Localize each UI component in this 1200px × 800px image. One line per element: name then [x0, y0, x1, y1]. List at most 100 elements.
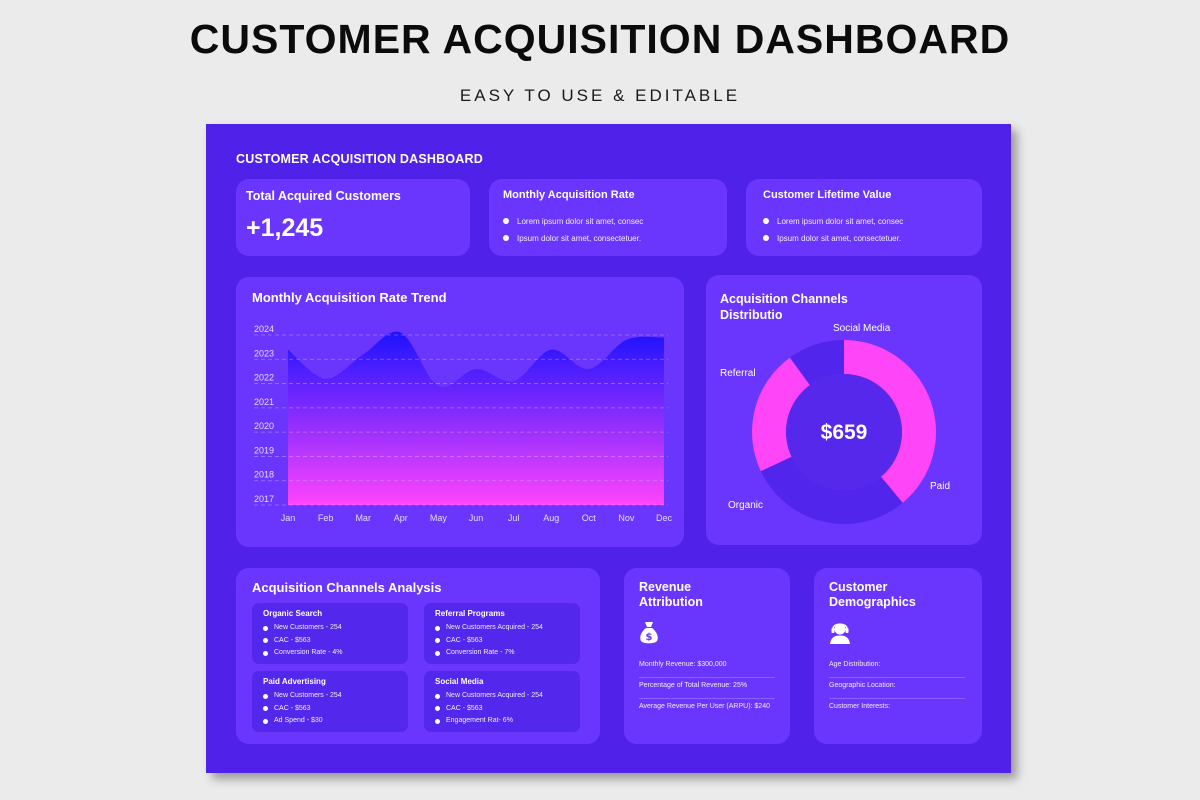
list-item: Ad Spend - $30 — [263, 715, 342, 728]
distribution-card: Acquisition Channels Distributio $659 So… — [706, 275, 982, 545]
channel-name: Social Media — [435, 677, 484, 686]
demographics-title-line1: Customer — [829, 580, 888, 594]
y-tick-label: 2022 — [254, 373, 274, 383]
svg-text:$: $ — [646, 632, 653, 643]
revenue-row: Percentage of Total Revenue: 25% — [639, 678, 775, 699]
money-bag-icon: $ — [639, 621, 659, 645]
channel-name: Paid Advertising — [263, 677, 326, 686]
y-tick-label: 2018 — [254, 470, 274, 480]
donut-slice-paid — [844, 340, 936, 503]
list-item: CAC - $563 — [263, 703, 342, 716]
trend-chart: 2017 2018 2019 2020 2021 2022 2023 2024 Jan Feb M… — [254, 324, 673, 523]
revenue-title: Revenue Attribution — [639, 580, 703, 610]
x-tick-label: Nov — [618, 513, 635, 523]
dashboard-title: CUSTOMER ACQUISITION DASHBOARD — [236, 152, 483, 166]
distribution-title: Acquisition Channels Distributio — [720, 291, 848, 323]
channel-metrics: New Customers Acquired - 254 CAC - $563 … — [435, 622, 543, 660]
x-tick-label: Jun — [469, 513, 484, 523]
list-item: Ipsum dolor sit amet, consectetuer. — [503, 230, 643, 247]
list-item: New Customers - 254 — [263, 690, 342, 703]
channel-metrics: New Customers Acquired - 254 CAC - $563 … — [435, 690, 543, 728]
x-tick-label: Apr — [394, 513, 408, 523]
page-title: CUSTOMER ACQUISITION DASHBOARD — [189, 16, 1011, 62]
revenue-card: Revenue Attribution $ Monthly Revenue: $… — [624, 568, 790, 744]
x-tick-label: Mar — [355, 513, 371, 523]
lifetime-value-title: Customer Lifetime Value — [763, 189, 892, 201]
channel-name: Referral Programs — [435, 609, 505, 618]
list-item: Lorem ipsum dolor sit amet, consec — [763, 213, 903, 230]
trend-chart-title: Monthly Acquisition Rate Trend — [252, 290, 447, 305]
lifetime-value-card[interactable]: Customer Lifetime Value Lorem ipsum dolo… — [746, 179, 982, 256]
demographics-row: Geographic Location: — [829, 678, 965, 699]
x-tick-label: Jul — [508, 513, 520, 523]
y-tick-label: 2020 — [254, 421, 274, 431]
trend-area-series — [288, 331, 664, 505]
list-item: New Customers Acquired - 254 — [435, 622, 543, 635]
channel-card-organic[interactable]: Organic Search New Customers - 254 CAC -… — [252, 603, 408, 664]
donut-hole — [786, 374, 902, 490]
donut-label-social: Social Media — [833, 323, 891, 334]
list-item: Conversion Rate - 4% — [263, 647, 342, 660]
channel-metrics: New Customers - 254 CAC - $563 Conversio… — [263, 622, 342, 660]
list-item: Engagement Rat- 6% — [435, 715, 543, 728]
analysis-card: Acquisition Channels Analysis Organic Se… — [236, 568, 600, 744]
list-item: Ipsum dolor sit amet, consectetuer. — [763, 230, 903, 247]
donut-slice-social-media — [789, 340, 844, 386]
y-tick-label: 2017 — [254, 494, 274, 504]
monthly-rate-list: Lorem ipsum dolor sit amet, consec Ipsum… — [503, 213, 643, 247]
x-tick-label: May — [430, 513, 448, 523]
donut-label-organic: Organic — [728, 500, 764, 511]
revenue-row: Average Revenue Per User (ARPU): $240 — [639, 703, 770, 710]
donut-label-paid: Paid — [930, 481, 951, 492]
dashboard-board: CUSTOMER ACQUISITION DASHBOARD Total Acq… — [206, 124, 1011, 773]
distribution-donut — [752, 340, 936, 524]
demographics-card: Customer Demographics Age Distribution: … — [814, 568, 982, 744]
x-tick-label: Oct — [582, 513, 597, 523]
demographics-row: Customer Interests: — [829, 703, 891, 710]
revenue-title-line1: Revenue — [639, 580, 692, 594]
demographics-title-line2: Demographics — [829, 595, 916, 609]
distribution-title-line1: Acquisition Channels — [720, 292, 848, 306]
total-customers-value: +1,245 — [246, 214, 324, 242]
monthly-rate-card[interactable]: Monthly Acquisition Rate Lorem ipsum dol… — [489, 179, 727, 256]
y-tick-label: 2023 — [254, 348, 274, 358]
y-tick-label: 2019 — [254, 445, 274, 455]
analysis-title: Acquisition Channels Analysis — [252, 580, 442, 595]
y-tick-label: 2024 — [254, 324, 274, 334]
channel-card-paid[interactable]: Paid Advertising New Customers - 254 CAC… — [252, 671, 408, 732]
list-item: CAC - $563 — [435, 635, 543, 648]
y-tick-label: 2021 — [254, 397, 274, 407]
list-item: CAC - $563 — [435, 703, 543, 716]
distribution-title-line2: Distributio — [720, 308, 783, 322]
monthly-rate-title: Monthly Acquisition Rate — [503, 189, 635, 201]
list-item: New Customers - 254 — [263, 622, 342, 635]
total-customers-title: Total Acquired Customers — [246, 189, 401, 203]
list-item: CAC - $563 — [263, 635, 342, 648]
channel-name: Organic Search — [263, 609, 323, 618]
channel-card-referral[interactable]: Referral Programs New Customers Acquired… — [424, 603, 580, 664]
x-tick-label: Aug — [543, 513, 559, 523]
lifetime-value-list: Lorem ipsum dolor sit amet, consec Ipsum… — [763, 213, 903, 247]
demographics-row: Age Distribution: — [829, 657, 965, 678]
demographics-rows: Age Distribution: Geographic Location: C… — [829, 657, 965, 720]
donut-slice-referral — [752, 357, 810, 472]
channel-card-social[interactable]: Social Media New Customers Acquired - 25… — [424, 671, 580, 732]
list-item: Conversion Rate - 7% — [435, 647, 543, 660]
trend-chart-card: Monthly Acquisition Rate Trend 2017 2018 2… — [236, 277, 684, 547]
x-tick-label: Jan — [281, 513, 296, 523]
demographics-title: Customer Demographics — [829, 580, 916, 610]
revenue-row: Monthly Revenue: $300,000 — [639, 657, 775, 678]
person-headset-icon — [829, 621, 851, 645]
x-tick-label: Dec — [656, 513, 673, 523]
donut-slice-organic — [760, 456, 903, 524]
revenue-rows: Monthly Revenue: $300,000 Percentage of … — [639, 657, 775, 720]
total-customers-card[interactable]: Total Acquired Customers +1,245 — [236, 179, 470, 256]
donut-center-value: $659 — [820, 421, 868, 444]
channel-metrics: New Customers - 254 CAC - $563 Ad Spend … — [263, 690, 342, 728]
donut-label-referral: Referral — [720, 368, 756, 379]
x-tick-label: Feb — [318, 513, 334, 523]
page-subtitle: EASY TO USE & EDITABLE — [459, 86, 741, 105]
list-item: New Customers Acquired - 254 — [435, 690, 543, 703]
list-item: Lorem ipsum dolor sit amet, consec — [503, 213, 643, 230]
revenue-title-line2: Attribution — [639, 595, 703, 609]
